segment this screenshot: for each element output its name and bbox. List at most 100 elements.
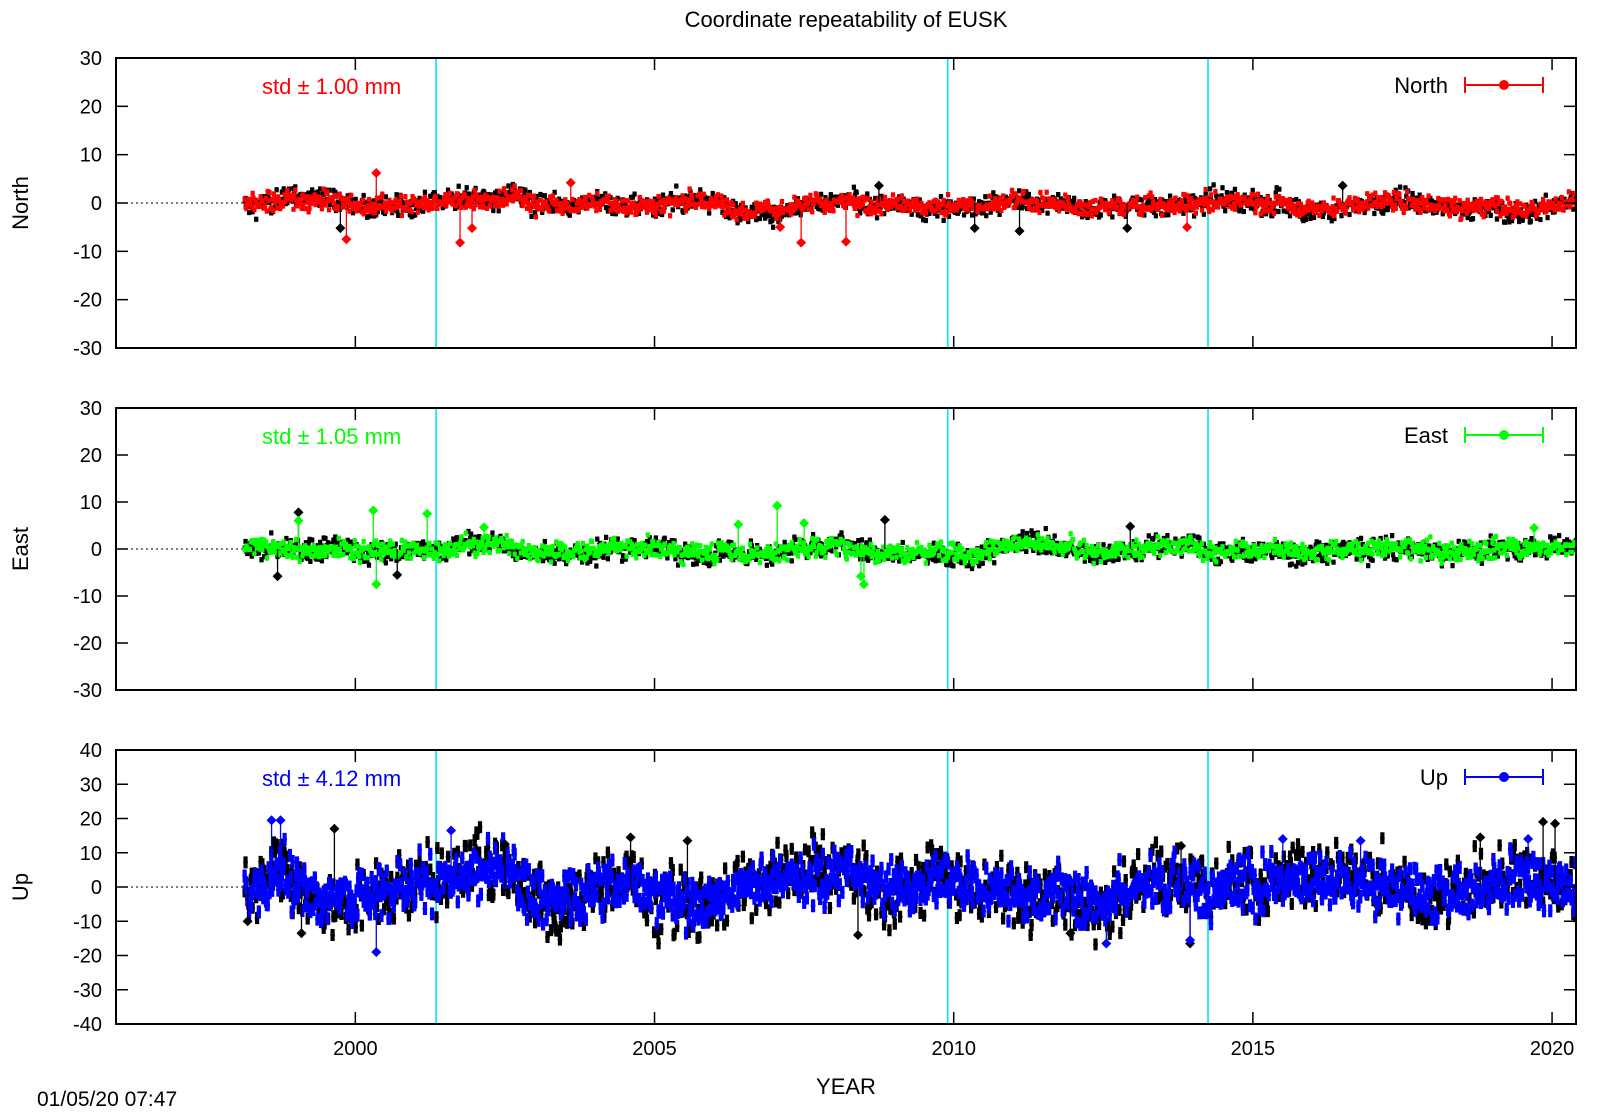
y-axis-label: North: [8, 176, 33, 230]
black-points: [242, 526, 1576, 571]
y-tick-label: 20: [80, 445, 102, 467]
outlier-point: [879, 514, 890, 525]
outlier-point: [467, 223, 478, 234]
legend-marker: [1499, 772, 1509, 782]
outlier-point: [1101, 938, 1112, 949]
outlier-point: [1176, 840, 1187, 851]
std-label: std ± 1.00 mm: [262, 74, 401, 99]
outlier-point: [855, 571, 866, 582]
y-tick-label: 30: [80, 774, 102, 796]
y-tick-label: 0: [91, 539, 102, 561]
legend-marker: [1499, 430, 1509, 440]
y-axis-label: Up: [8, 873, 33, 901]
chart-title: Coordinate repeatability of EUSK: [685, 7, 1008, 32]
outlier-point: [242, 916, 253, 927]
y-tick-label: -20: [73, 290, 102, 312]
outlier-point: [455, 237, 466, 248]
outlier-point: [335, 223, 346, 234]
outlier-point: [392, 569, 403, 580]
y-tick-label: -40: [73, 1014, 102, 1036]
outlier-point: [682, 835, 693, 846]
outlier-point: [1538, 816, 1549, 827]
outlier-point: [841, 236, 851, 247]
outlier-point: [1182, 222, 1193, 233]
outlier-point: [499, 839, 510, 850]
outlier-point: [293, 507, 304, 518]
outlier-point: [296, 928, 307, 939]
outlier-point: [341, 234, 352, 245]
x-tick-label: 2020: [1530, 1038, 1575, 1060]
y-tick-label: 20: [80, 809, 102, 831]
outlier-point: [1355, 835, 1366, 846]
y-tick-label: 40: [80, 740, 102, 762]
outlier-point: [1122, 223, 1133, 234]
y-tick-label: -10: [73, 586, 102, 608]
y-tick-label: 30: [80, 48, 102, 70]
y-tick-label: 10: [80, 843, 102, 865]
outlier-point: [1550, 818, 1561, 829]
outlier-point: [1337, 180, 1348, 191]
x-axis-label: YEAR: [816, 1074, 876, 1099]
y-tick-label: 0: [91, 193, 102, 215]
outlier-point: [772, 500, 783, 511]
outlier-point: [1014, 226, 1025, 237]
legend-label: East: [1404, 423, 1448, 448]
y-tick-label: -10: [73, 241, 102, 263]
x-tick-label: 2005: [632, 1038, 677, 1060]
legend-label: Up: [1420, 765, 1448, 790]
panel-east: 30 20 10 0 -10 -20 -30 East std ± 1.05 mm East: [8, 398, 1577, 702]
y-axis-label: East: [8, 527, 33, 571]
y-tick-label: -20: [73, 946, 102, 968]
outlier-point: [1475, 832, 1486, 843]
outlier-point: [1523, 834, 1534, 845]
y-tick-label: 10: [80, 145, 102, 167]
std-label: std ± 1.05 mm: [262, 424, 401, 449]
y-tick-label: -10: [73, 911, 102, 933]
y-tick-label: -30: [73, 680, 102, 702]
outlier-point: [329, 823, 340, 834]
outlier-point: [1065, 928, 1076, 939]
outlier-point: [371, 579, 382, 590]
outlier-point: [969, 223, 980, 234]
series-points: [242, 835, 1576, 936]
outlier-point: [775, 222, 786, 233]
outlier-point: [293, 515, 304, 526]
outlier-point: [1277, 834, 1288, 845]
x-tick-label: 2000: [333, 1038, 378, 1060]
outlier-point: [275, 815, 286, 826]
std-label: std ± 4.12 mm: [262, 766, 401, 791]
outlier-point: [799, 518, 810, 529]
outlier-point: [272, 571, 283, 582]
y-tick-label: 0: [91, 877, 102, 899]
y-tick-label: 20: [80, 96, 102, 118]
x-tick-label: 2015: [1231, 1038, 1276, 1060]
series-points: [242, 530, 1576, 567]
y-tick-label: -20: [73, 633, 102, 655]
legend-label: North: [1394, 73, 1448, 98]
outlier-point: [368, 505, 379, 516]
x-tick-label: 2010: [931, 1038, 976, 1060]
y-tick-label: -30: [73, 980, 102, 1002]
y-tick-label: 30: [80, 398, 102, 420]
outlier-point: [565, 177, 576, 188]
timestamp: 01/05/20 07:47: [37, 1088, 178, 1111]
data-series: [242, 168, 1576, 248]
series-points: [242, 183, 1576, 222]
outlier-point: [371, 947, 382, 958]
outlier-point: [1529, 522, 1540, 533]
outlier-point: [858, 579, 869, 590]
outlier-point: [873, 180, 884, 191]
outlier-point: [478, 522, 489, 533]
outlier-point: [796, 237, 807, 248]
y-tick-label: -30: [73, 338, 102, 360]
outlier-point: [1185, 935, 1196, 946]
outlier-point: [266, 815, 277, 826]
outlier-point: [1125, 521, 1136, 532]
legend-marker: [1499, 80, 1509, 90]
y-tick-label: 10: [80, 492, 102, 514]
data-series: [242, 500, 1576, 590]
outlier-point: [852, 929, 863, 940]
outlier-point: [733, 519, 744, 530]
